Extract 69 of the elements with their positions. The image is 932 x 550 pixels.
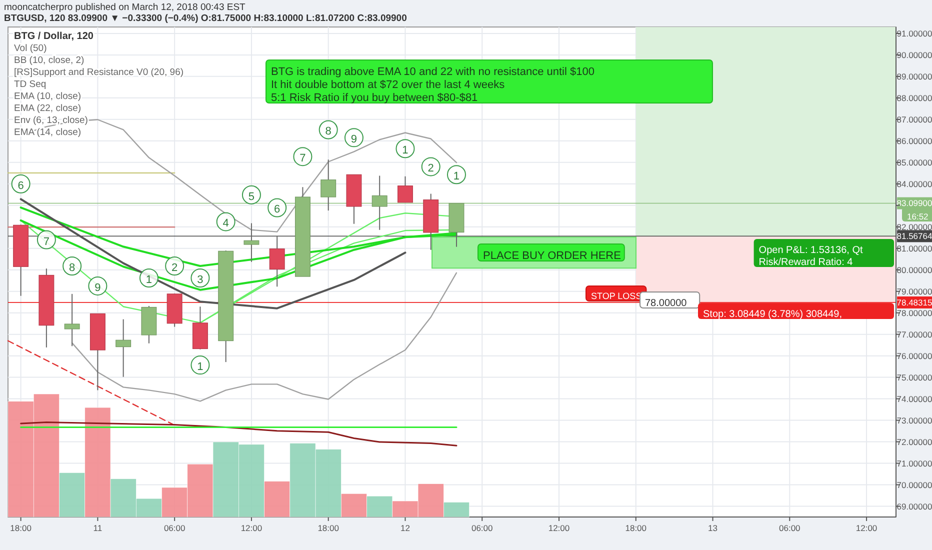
ref-line-label: 83.09900 <box>896 198 932 208</box>
x-tick-label: 18:00 <box>625 523 647 533</box>
y-tick-label: 86.00000 <box>896 136 932 146</box>
y-tick-label: 80.00000 <box>896 264 932 275</box>
chart-title: BTG / Dollar, 120 <box>14 31 94 42</box>
y-tick-label: 81.00000 <box>896 243 932 254</box>
ref-line-label: 78.48315 <box>896 297 932 308</box>
annotation: 1 <box>197 361 204 374</box>
annotation: 1 <box>402 144 408 157</box>
text: mooncatcherpro published on March 12, 2018 00:43 EST <box>4 2 246 13</box>
y-tick-label: 87.00000 <box>896 114 932 124</box>
y-tick-label: 74.00000 <box>896 394 932 404</box>
x-tick-label: 18:00 <box>10 523 32 533</box>
y-tick-label: 85.00000 <box>896 157 932 168</box>
x-tick-label: 12:00 <box>856 523 878 533</box>
x-tick-label: 06:00 <box>164 523 186 533</box>
annotation: 3 <box>197 274 204 286</box>
annotation: EMA (10, close) <box>14 91 82 102</box>
annotation: 6 <box>274 204 280 216</box>
y-tick-label: 82.00000 <box>896 222 932 232</box>
y-tick-label: 77.00000 <box>896 329 932 340</box>
y-tick-label: 72.00000 <box>896 436 932 447</box>
annotation: 6 <box>18 180 24 192</box>
y-tick-label: 89.00000 <box>896 71 932 82</box>
y-tick-label: 78.00000 <box>896 308 932 318</box>
annotation: 2 <box>172 262 178 274</box>
annotation: EMA (22, close) <box>14 103 82 114</box>
y-tick-label: 70.00000 <box>896 480 932 490</box>
x-tick-label: 12:00 <box>548 523 570 533</box>
y-tick-label: 88.00000 <box>896 92 932 103</box>
x-tick-label: 06:00 <box>779 523 801 533</box>
y-tick-label: 75.00000 <box>896 372 932 382</box>
annotation: 7 <box>300 152 306 165</box>
x-tick-label: 06:00 <box>471 523 494 533</box>
annotation: 7 <box>43 236 50 248</box>
x-tick-label: 12 <box>400 523 410 533</box>
annotation: 9 <box>350 134 358 146</box>
annotation: 8 <box>325 126 332 138</box>
y-tick-label: 71.00000 <box>896 458 932 468</box>
annotation: 2 <box>428 162 434 175</box>
text: BTGUSD, 120 83.09900 ▼ −0.33300 (−0.4%) O:81.75000 H:83.10000 L:81.07200 C:83.09900 <box>4 13 407 24</box>
y-tick-label: 84.00000 <box>896 178 932 189</box>
annotation: PLACE BUY ORDER HERE <box>483 250 621 262</box>
annotation: TD Seq <box>14 79 46 90</box>
annotation: [RS]Support and Resistance V0 (20, 96) <box>14 67 184 78</box>
x-tick-label: 13 <box>708 523 718 533</box>
annotation: Vol (50) <box>14 43 47 54</box>
y-tick-label: 79.00000 <box>896 286 932 296</box>
annotation: BTG is trading above EMA 10 and 22 with no resistance until $100 It hit double bottom at $72 over the last 4 weeks 5:1 Risk Ratio if you buy between $80-$81 <box>271 66 594 104</box>
annotation: Open P&L: 1.53136, Qt Risk/Reward Ratio: 4 <box>758 245 863 268</box>
annotation: 4 <box>222 218 229 230</box>
annotation: Stop: 3.08449 (3.78%) 308449, <box>703 309 842 320</box>
y-tick-label: 69.00000 <box>896 501 932 512</box>
annotation: 5 <box>248 190 255 203</box>
annotation: 1 <box>453 170 460 183</box>
x-tick-label: 18:00 <box>318 523 340 533</box>
y-tick-label: 73.00000 <box>896 415 932 426</box>
annotation: BB (10, close, 2) <box>14 55 84 66</box>
annotation: 78.00000 <box>645 298 688 309</box>
x-tick-label: 12:00 <box>240 523 262 533</box>
y-tick-label: 76.00000 <box>896 350 932 361</box>
annotation: 9 <box>94 282 101 294</box>
text: 16:52 <box>907 212 929 222</box>
y-tick-label: 91.00000 <box>896 28 932 38</box>
annotation: 1 <box>146 274 152 286</box>
y-tick-label: 90.00000 <box>896 50 932 60</box>
ref-line-label: 81.56764 <box>896 231 932 242</box>
x-tick-label: 11 <box>93 523 102 533</box>
annotation: 8 <box>69 262 76 274</box>
